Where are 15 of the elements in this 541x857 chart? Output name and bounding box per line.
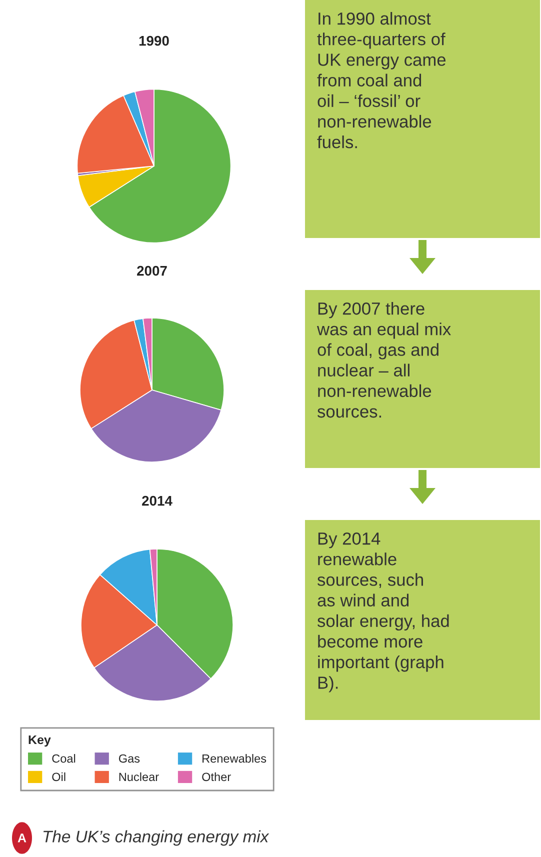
text: A [18, 834, 26, 842]
legend-label: Other [202, 772, 231, 782]
legend-label: Coal [52, 754, 76, 763]
text: In 1990 almost three-quarters of UK energy came from coal and oil – ‘fossil’ or non-renewable fuels. [317, 12, 446, 148]
chart-title: 2007 [137, 266, 167, 276]
text: By 2007 there was an equal mix of coal, gas and nuclear – all non-renewable sources. [316, 302, 451, 418]
legend-label: Renewables [202, 754, 266, 763]
chart-title: 1990 [139, 36, 169, 46]
text: The UK’s changing energy mix [43, 830, 270, 846]
chart-title: 2014 [142, 496, 172, 506]
legend-label: Gas [118, 754, 140, 763]
legend-label: Oil [52, 772, 66, 782]
text: By 2014 renewable sources, such as wind and solar energy, had become more important (graph B). [317, 532, 449, 692]
legend-title: Key [28, 735, 51, 747]
legend-label: Nuclear [119, 772, 159, 782]
